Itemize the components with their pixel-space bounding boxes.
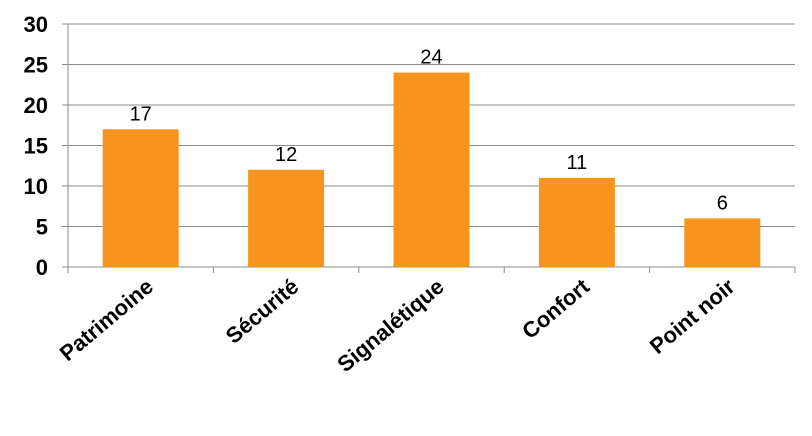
category-label: Confort [517,273,594,344]
y-tick-label: 0 [36,255,48,280]
category-label: Signalétique [332,274,448,377]
data-label: 11 [567,152,588,174]
bar [538,177,615,267]
bar [393,72,470,267]
category-label: Patrimoine [55,274,158,366]
y-tick-label: 25 [24,53,48,78]
bar [102,129,179,267]
data-label: 24 [420,47,442,69]
y-tick-label: 15 [24,134,48,159]
category-label: Point noir [645,273,740,358]
bars [102,72,761,267]
bar [248,169,325,267]
category-label: Sécurité [221,274,304,349]
data-label: 17 [130,103,152,125]
y-tick-label: 5 [36,215,48,240]
y-tick-label: 20 [24,93,48,118]
y-tick-label: 10 [24,174,48,199]
data-label: 6 [717,192,728,214]
y-tick-label: 30 [24,12,48,37]
bar [684,218,761,267]
data-label: 12 [275,144,297,166]
